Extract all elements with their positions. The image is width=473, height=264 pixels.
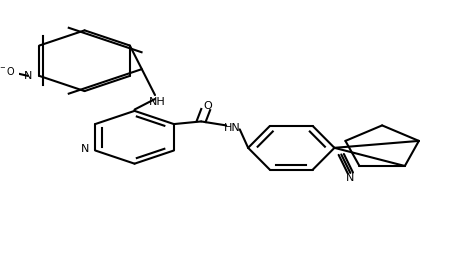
Text: O: O: [203, 101, 212, 111]
Text: NH: NH: [149, 97, 166, 107]
Text: $^-$O: $^-$O: [0, 65, 16, 77]
Text: N: N: [346, 173, 355, 183]
Text: N: N: [24, 71, 32, 81]
Text: N: N: [81, 144, 89, 154]
Text: HN: HN: [224, 123, 240, 133]
